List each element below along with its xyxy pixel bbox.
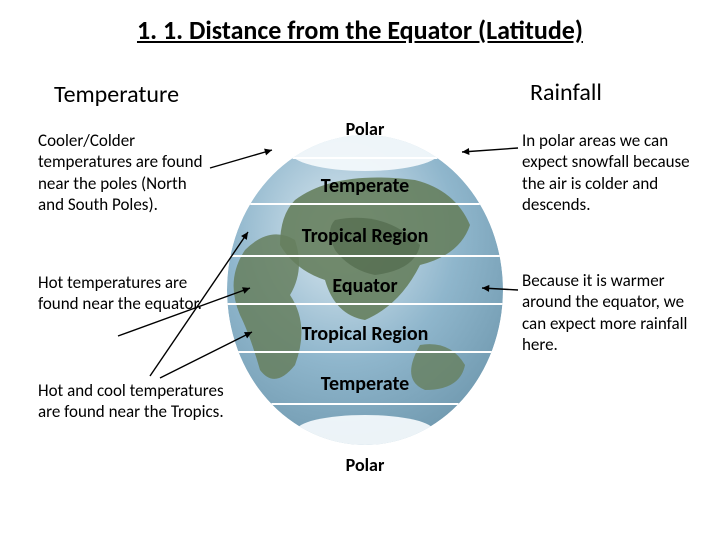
rainfall-heading: Rainfall xyxy=(530,78,602,107)
temperature-heading: Temperature xyxy=(54,80,179,109)
right-para-polar: In polar areas we can expect snowfall be… xyxy=(522,130,702,215)
left-para-polar: Cooler/Colder temperatures are found nea… xyxy=(38,130,208,215)
zone-label: Tropical Region xyxy=(302,224,429,248)
zone-label: Temperate xyxy=(321,372,409,396)
zone-label: Polar xyxy=(346,118,385,140)
zone-label: Tropical Region xyxy=(302,322,429,346)
left-para-equator: Hot temperatures are found near the equa… xyxy=(38,272,208,315)
left-para-tropics: Hot and cool temperatures are found near… xyxy=(38,380,238,423)
right-para-equator: Because it is warmer around the equator,… xyxy=(522,270,702,355)
page-title: 1. 1. Distance from the Equator (Latitud… xyxy=(50,14,670,46)
zone-label: Temperate xyxy=(321,174,409,198)
zone-label: Equator xyxy=(332,274,397,298)
zone-label: Polar xyxy=(346,454,385,476)
